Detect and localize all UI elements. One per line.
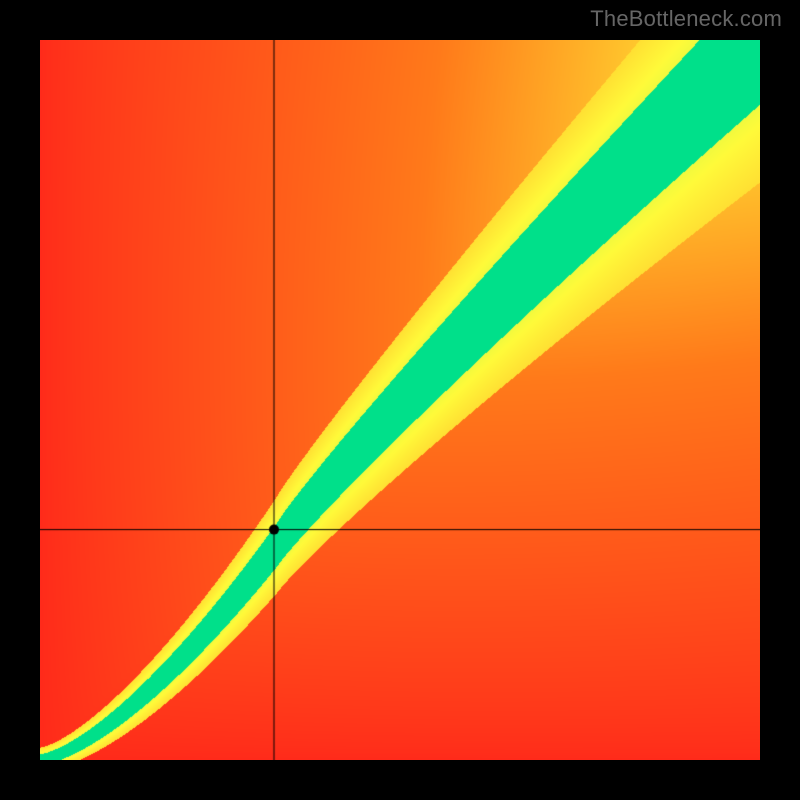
watermark-text: TheBottleneck.com xyxy=(590,6,782,32)
chart-container: TheBottleneck.com xyxy=(0,0,800,800)
plot-area xyxy=(40,40,760,760)
heatmap-canvas xyxy=(40,40,760,760)
